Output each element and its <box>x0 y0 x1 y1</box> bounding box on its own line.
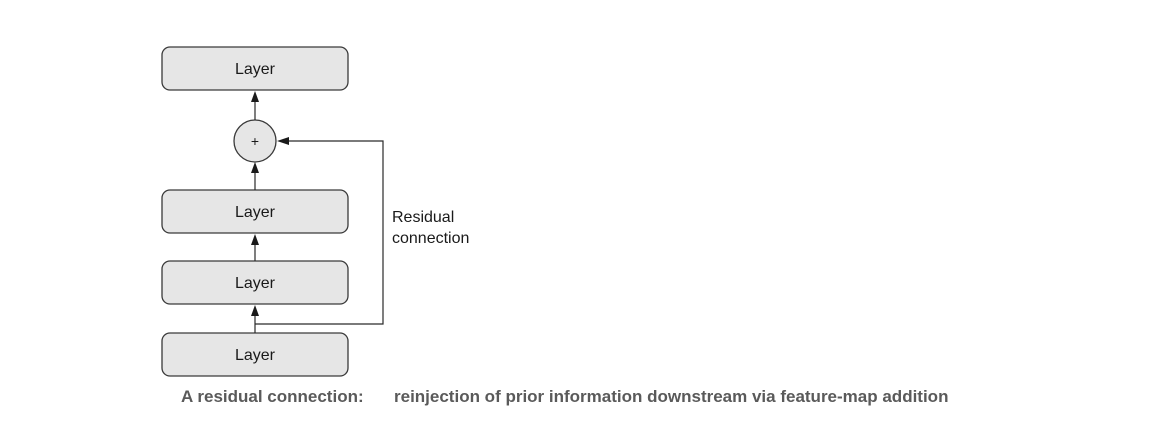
residual-connection-line <box>255 137 384 325</box>
plus-symbol: + <box>251 133 259 149</box>
arrow-middle-lower-to-middle-upper <box>251 234 259 261</box>
residual-label-line1: Residual <box>392 209 454 226</box>
caption-label: A residual connection: <box>181 387 364 406</box>
layer-box-top: Layer <box>161 46 349 91</box>
arrow-bottom-to-middle-lower <box>251 305 259 333</box>
arrow-addition-to-top <box>251 91 259 120</box>
residual-connection-label: Residual connection <box>392 209 469 247</box>
layer-box-bottom: Layer <box>161 332 349 377</box>
layer-label-bottom: Layer <box>235 347 276 364</box>
layer-label-middle-lower: Layer <box>235 275 276 292</box>
residual-label-line2: connection <box>392 230 469 247</box>
figure-caption: A residual connection: reinjection of pr… <box>181 387 948 406</box>
layer-box-middle-lower: Layer <box>161 260 349 305</box>
caption-text: reinjection of prior information downstr… <box>394 387 948 406</box>
arrow-middle-upper-to-addition <box>251 162 259 190</box>
layer-label-middle-upper: Layer <box>235 204 276 221</box>
addition-node: + <box>233 119 277 163</box>
layer-label-top: Layer <box>235 61 276 78</box>
layer-box-middle-upper: Layer <box>161 189 349 234</box>
